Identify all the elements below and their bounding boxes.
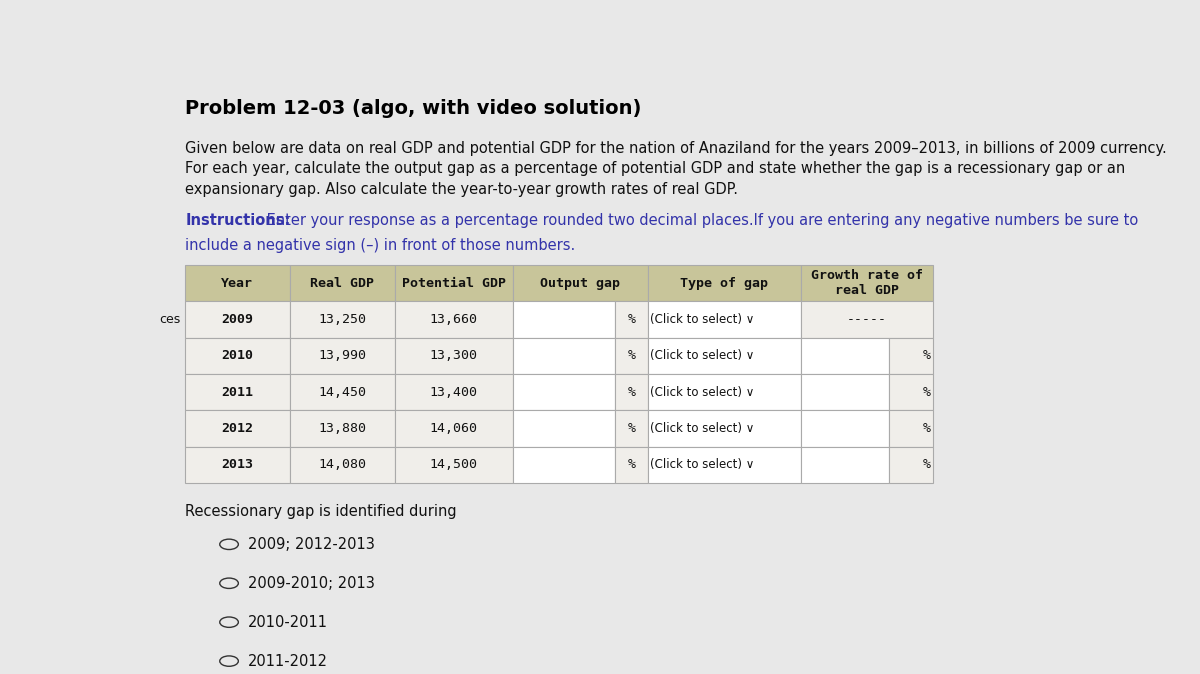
Text: 2009-2010; 2013: 2009-2010; 2013 bbox=[247, 576, 374, 590]
Text: Year: Year bbox=[222, 277, 253, 290]
Bar bbox=[289, 338, 395, 374]
Text: Potential GDP: Potential GDP bbox=[402, 277, 505, 290]
Text: %: % bbox=[628, 349, 635, 363]
Bar bbox=[395, 410, 512, 447]
Bar bbox=[616, 410, 648, 447]
Text: 14,060: 14,060 bbox=[430, 422, 478, 435]
Text: 2011-2012: 2011-2012 bbox=[247, 654, 328, 669]
Text: Recessionary gap is identified during: Recessionary gap is identified during bbox=[185, 504, 457, 519]
Text: ces: ces bbox=[160, 313, 181, 326]
Bar bbox=[616, 301, 648, 338]
Text: Enter your response as a percentage rounded two decimal places.If you are enteri: Enter your response as a percentage roun… bbox=[262, 213, 1138, 228]
Text: %: % bbox=[923, 422, 930, 435]
Bar bbox=[802, 447, 889, 483]
Text: %: % bbox=[923, 458, 930, 471]
Text: 13,660: 13,660 bbox=[430, 313, 478, 326]
Bar bbox=[648, 410, 802, 447]
Bar bbox=[512, 374, 616, 410]
Text: 13,300: 13,300 bbox=[430, 349, 478, 363]
Bar bbox=[889, 410, 934, 447]
Bar bbox=[802, 410, 889, 447]
Bar bbox=[889, 374, 934, 410]
Text: Output gap: Output gap bbox=[540, 277, 620, 290]
Bar bbox=[802, 374, 889, 410]
Text: %: % bbox=[923, 386, 930, 399]
Text: 13,990: 13,990 bbox=[318, 349, 366, 363]
Text: 13,400: 13,400 bbox=[430, 386, 478, 399]
Bar bbox=[395, 265, 512, 301]
Text: include a negative sign (–) in front of those numbers.: include a negative sign (–) in front of … bbox=[185, 238, 576, 253]
Text: 2010-2011: 2010-2011 bbox=[247, 615, 328, 630]
Text: 13,250: 13,250 bbox=[318, 313, 366, 326]
Text: 2010: 2010 bbox=[222, 349, 253, 363]
Bar bbox=[395, 374, 512, 410]
Bar bbox=[289, 447, 395, 483]
Text: 2011: 2011 bbox=[222, 386, 253, 399]
Text: Problem 12-03 (algo, with video solution): Problem 12-03 (algo, with video solution… bbox=[185, 99, 642, 118]
Bar bbox=[289, 374, 395, 410]
Text: (Click to select) ∨: (Click to select) ∨ bbox=[650, 313, 755, 326]
Text: Real GDP: Real GDP bbox=[310, 277, 374, 290]
Bar bbox=[889, 338, 934, 374]
Text: Given below are data on real GDP and potential GDP for the nation of Anaziland f: Given below are data on real GDP and pot… bbox=[185, 141, 1168, 156]
Bar bbox=[648, 265, 802, 301]
Bar bbox=[185, 410, 289, 447]
Text: 2009: 2009 bbox=[222, 313, 253, 326]
Bar bbox=[616, 374, 648, 410]
Text: Type of gap: Type of gap bbox=[680, 277, 768, 290]
Text: 14,450: 14,450 bbox=[318, 386, 366, 399]
Bar bbox=[648, 447, 802, 483]
Bar bbox=[512, 301, 616, 338]
Bar bbox=[889, 447, 934, 483]
Bar bbox=[648, 301, 802, 338]
Text: Instructions:: Instructions: bbox=[185, 213, 290, 228]
Bar bbox=[802, 338, 889, 374]
Bar bbox=[185, 338, 289, 374]
Bar bbox=[289, 265, 395, 301]
Text: (Click to select) ∨: (Click to select) ∨ bbox=[650, 349, 755, 363]
Bar bbox=[616, 447, 648, 483]
Bar bbox=[802, 301, 934, 338]
Bar bbox=[802, 265, 934, 301]
Text: 2009; 2012-2013: 2009; 2012-2013 bbox=[247, 537, 374, 552]
Text: 14,500: 14,500 bbox=[430, 458, 478, 471]
Bar bbox=[185, 374, 289, 410]
Bar bbox=[395, 447, 512, 483]
Text: 14,080: 14,080 bbox=[318, 458, 366, 471]
Text: %: % bbox=[628, 422, 635, 435]
Text: Growth rate of
real GDP: Growth rate of real GDP bbox=[811, 270, 923, 297]
Text: %: % bbox=[628, 458, 635, 471]
Bar bbox=[185, 301, 289, 338]
Bar bbox=[512, 338, 616, 374]
Text: (Click to select) ∨: (Click to select) ∨ bbox=[650, 422, 755, 435]
Text: 2013: 2013 bbox=[222, 458, 253, 471]
Text: For each year, calculate the output gap as a percentage of potential GDP and sta: For each year, calculate the output gap … bbox=[185, 161, 1126, 177]
Text: %: % bbox=[628, 313, 635, 326]
Bar bbox=[185, 447, 289, 483]
Bar bbox=[616, 338, 648, 374]
Bar bbox=[512, 410, 616, 447]
Bar bbox=[289, 410, 395, 447]
Text: (Click to select) ∨: (Click to select) ∨ bbox=[650, 386, 755, 399]
Bar bbox=[512, 265, 648, 301]
Bar bbox=[648, 374, 802, 410]
Text: %: % bbox=[923, 349, 930, 363]
Bar bbox=[395, 338, 512, 374]
Text: expansionary gap. Also calculate the year-to-year growth rates of real GDP.: expansionary gap. Also calculate the yea… bbox=[185, 182, 738, 197]
Bar bbox=[289, 301, 395, 338]
Text: -----: ----- bbox=[847, 313, 887, 326]
Bar bbox=[185, 265, 289, 301]
Text: 2012: 2012 bbox=[222, 422, 253, 435]
Bar bbox=[648, 338, 802, 374]
Text: (Click to select) ∨: (Click to select) ∨ bbox=[650, 458, 755, 471]
Bar bbox=[512, 447, 616, 483]
Text: 13,880: 13,880 bbox=[318, 422, 366, 435]
Bar bbox=[395, 301, 512, 338]
Text: %: % bbox=[628, 386, 635, 399]
